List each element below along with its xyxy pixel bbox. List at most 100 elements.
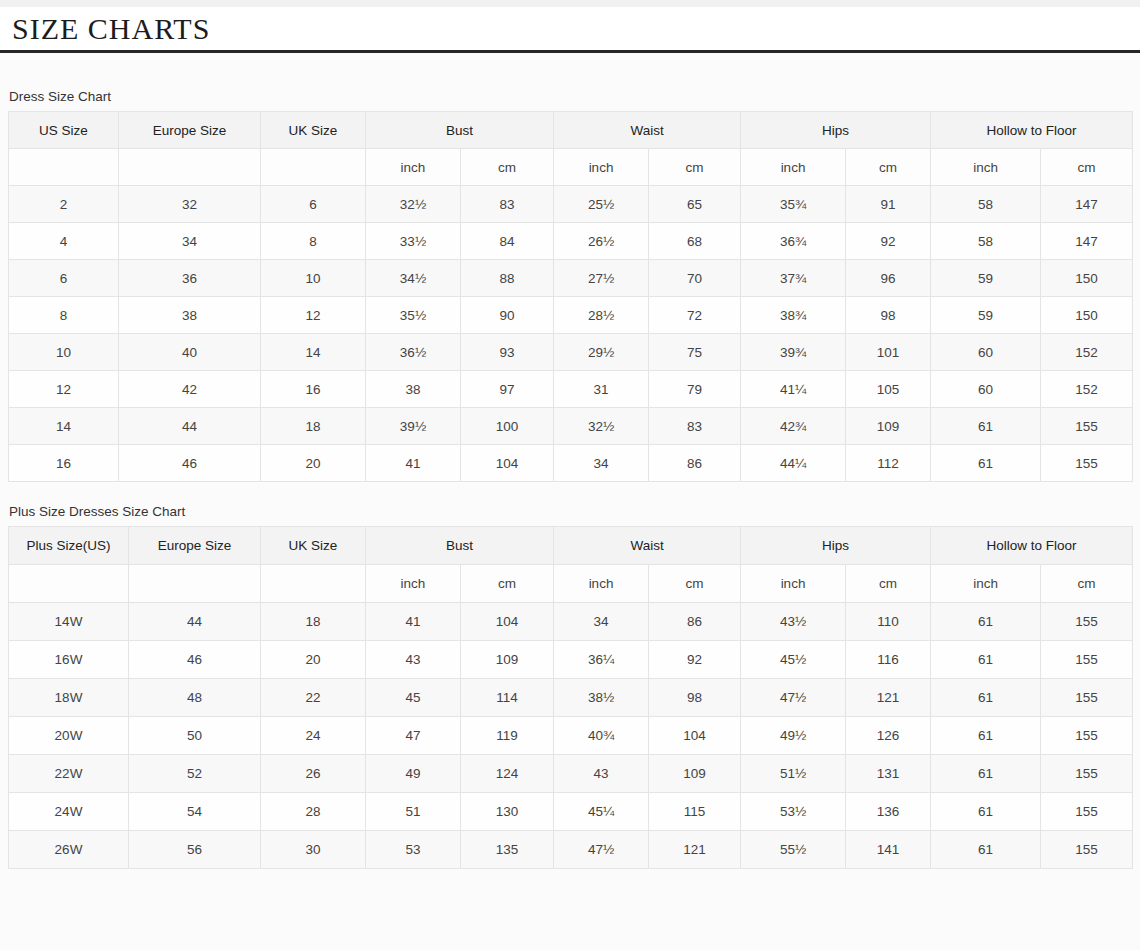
table-cell: 92 bbox=[649, 641, 741, 679]
column-header: Hollow to Floor bbox=[931, 112, 1133, 149]
table-cell: 60 bbox=[931, 371, 1041, 408]
unit-header: inch bbox=[931, 565, 1041, 603]
table-cell: 8 bbox=[9, 297, 119, 334]
table-cell: 93 bbox=[461, 334, 554, 371]
table-cell: 2 bbox=[9, 186, 119, 223]
dress-size-chart-table: US SizeEurope SizeUK SizeBustWaistHipsHo… bbox=[8, 111, 1133, 482]
table-row: 16462041104348644¼11261155 bbox=[9, 445, 1133, 482]
table-cell: 104 bbox=[461, 603, 554, 641]
table-cell: 28 bbox=[261, 793, 366, 831]
table-cell: 38½ bbox=[554, 679, 649, 717]
table-cell: 155 bbox=[1041, 641, 1133, 679]
unit-header: cm bbox=[649, 565, 741, 603]
column-header: Europe Size bbox=[129, 527, 261, 565]
table-cell: 98 bbox=[649, 679, 741, 717]
table-row: 14441839½10032½8342¾10961155 bbox=[9, 408, 1133, 445]
table-cell: 61 bbox=[931, 679, 1041, 717]
table-cell: 41¼ bbox=[741, 371, 846, 408]
unit-header: cm bbox=[846, 149, 931, 186]
table-cell: 32½ bbox=[554, 408, 649, 445]
table-cell: 98 bbox=[846, 297, 931, 334]
table-row: 232632½8325½6535¾9158147 bbox=[9, 186, 1133, 223]
column-header: Waist bbox=[554, 527, 741, 565]
table-cell: 61 bbox=[931, 793, 1041, 831]
table-cell: 104 bbox=[461, 445, 554, 482]
table-cell: 43 bbox=[366, 641, 461, 679]
table-cell: 8 bbox=[261, 223, 366, 260]
table-cell: 25½ bbox=[554, 186, 649, 223]
table-cell: 97 bbox=[461, 371, 554, 408]
table-cell: 121 bbox=[649, 831, 741, 869]
header-row: US SizeEurope SizeUK SizeBustWaistHipsHo… bbox=[9, 112, 1133, 149]
table-row: 24W54285113045¼11553½13661155 bbox=[9, 793, 1133, 831]
table-cell: 112 bbox=[846, 445, 931, 482]
table-cell: 54 bbox=[129, 793, 261, 831]
table-cell: 53½ bbox=[741, 793, 846, 831]
plus-size-chart-label: Plus Size Dresses Size Chart bbox=[9, 504, 1132, 519]
table-cell: 37¾ bbox=[741, 260, 846, 297]
unit-header-row: inchcminchcminchcminchcm bbox=[9, 149, 1133, 186]
table-row: 6361034½8827½7037¾9659150 bbox=[9, 260, 1133, 297]
table-cell: 50 bbox=[129, 717, 261, 755]
table-cell: 41 bbox=[366, 603, 461, 641]
table-cell: 16W bbox=[9, 641, 129, 679]
dress-size-chart-label: Dress Size Chart bbox=[9, 89, 1132, 104]
table-cell: 26½ bbox=[554, 223, 649, 260]
table-cell: 26 bbox=[261, 755, 366, 793]
table-cell: 152 bbox=[1041, 371, 1133, 408]
unit-header: cm bbox=[1041, 149, 1133, 186]
table-cell: 44¼ bbox=[741, 445, 846, 482]
table-cell: 46 bbox=[129, 641, 261, 679]
table-cell: 24 bbox=[261, 717, 366, 755]
column-header: Waist bbox=[554, 112, 741, 149]
table-cell: 30 bbox=[261, 831, 366, 869]
table-cell: 39½ bbox=[366, 408, 461, 445]
table-cell: 141 bbox=[846, 831, 931, 869]
table-cell: 4 bbox=[9, 223, 119, 260]
unit-header: cm bbox=[461, 565, 554, 603]
table-cell: 39¾ bbox=[741, 334, 846, 371]
table-cell: 155 bbox=[1041, 717, 1133, 755]
table-cell: 43½ bbox=[741, 603, 846, 641]
unit-header-row: inchcminchcminchcminchcm bbox=[9, 565, 1133, 603]
table-cell: 136 bbox=[846, 793, 931, 831]
table-cell: 53 bbox=[366, 831, 461, 869]
table-cell: 90 bbox=[461, 297, 554, 334]
table-row: 10401436½9329½7539¾10160152 bbox=[9, 334, 1133, 371]
table-cell: 152 bbox=[1041, 334, 1133, 371]
table-cell: 18 bbox=[261, 408, 366, 445]
table-cell: 52 bbox=[129, 755, 261, 793]
table-cell: 61 bbox=[931, 641, 1041, 679]
unit-header bbox=[119, 149, 261, 186]
size-charts-content: Dress Size Chart US SizeEurope SizeUK Si… bbox=[0, 89, 1140, 869]
table-cell: 155 bbox=[1041, 831, 1133, 869]
table-cell: 41 bbox=[366, 445, 461, 482]
table-cell: 12 bbox=[261, 297, 366, 334]
table-row: 22W5226491244310951½13161155 bbox=[9, 755, 1133, 793]
table-cell: 20W bbox=[9, 717, 129, 755]
table-cell: 147 bbox=[1041, 186, 1133, 223]
unit-header bbox=[9, 149, 119, 186]
table-row: 8381235½9028½7238¾9859150 bbox=[9, 297, 1133, 334]
top-strip bbox=[0, 0, 1140, 7]
table-row: 26W56305313547½12155½14161155 bbox=[9, 831, 1133, 869]
table-cell: 116 bbox=[846, 641, 931, 679]
table-cell: 68 bbox=[649, 223, 741, 260]
table-cell: 44 bbox=[119, 408, 261, 445]
table-cell: 42 bbox=[119, 371, 261, 408]
table-cell: 109 bbox=[461, 641, 554, 679]
unit-header bbox=[9, 565, 129, 603]
table-cell: 29½ bbox=[554, 334, 649, 371]
table-cell: 33½ bbox=[366, 223, 461, 260]
table-cell: 16 bbox=[261, 371, 366, 408]
column-header: US Size bbox=[9, 112, 119, 149]
table-cell: 72 bbox=[649, 297, 741, 334]
unit-header: cm bbox=[649, 149, 741, 186]
table-cell: 6 bbox=[9, 260, 119, 297]
column-header: Bust bbox=[366, 112, 554, 149]
table-row: 434833½8426½6836¾9258147 bbox=[9, 223, 1133, 260]
table-cell: 130 bbox=[461, 793, 554, 831]
table-cell: 88 bbox=[461, 260, 554, 297]
column-header: UK Size bbox=[261, 112, 366, 149]
table-cell: 35½ bbox=[366, 297, 461, 334]
